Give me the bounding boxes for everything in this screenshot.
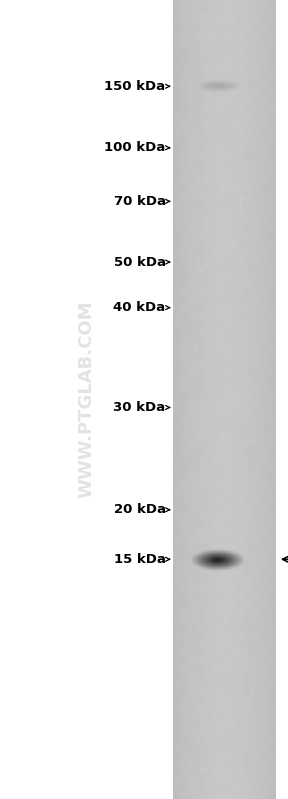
Text: 30 kDa: 30 kDa	[113, 401, 166, 414]
Text: 150 kDa: 150 kDa	[105, 80, 166, 93]
Text: WWW.PTGLAB.COM: WWW.PTGLAB.COM	[77, 300, 95, 499]
Text: 20 kDa: 20 kDa	[113, 503, 166, 516]
Text: 40 kDa: 40 kDa	[113, 301, 166, 314]
Text: 50 kDa: 50 kDa	[113, 256, 166, 268]
Text: 15 kDa: 15 kDa	[114, 553, 166, 566]
Text: 100 kDa: 100 kDa	[104, 141, 166, 154]
Text: 70 kDa: 70 kDa	[113, 195, 166, 208]
